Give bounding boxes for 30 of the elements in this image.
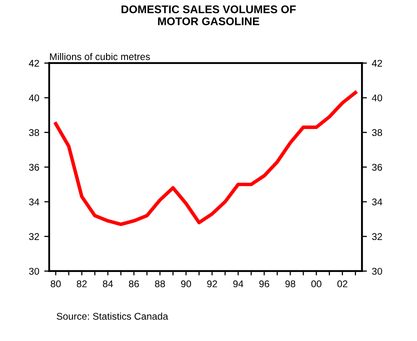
x-tick-label: 96 [259,280,270,288]
y2-tick-label: 30 [372,268,382,275]
y-tick-label: 40 [28,94,40,102]
y-tick-label: 32 [29,233,39,240]
x-tick-label: 98 [285,280,296,288]
chart-title: DOMESTIC SALES VOLUMES OF MOTOR GASOLINE [122,5,296,26]
x-tick-label: 84 [102,280,113,288]
x-tick-label: 02 [337,280,348,288]
x-tick-label: 88 [154,280,165,288]
y2-tick-label: 42 [372,60,382,67]
y2-tick-label: 32 [372,233,382,240]
x-tick-label: 82 [76,280,87,288]
x-tick-label: 92 [207,280,218,288]
x-tick-label: 94 [233,280,244,288]
y2-tick-label: 40 [372,94,382,102]
line-series [54,90,358,226]
y-axis-title: Millions of cubic metres [50,52,150,60]
y-tick-label: 34 [29,198,40,206]
x-tick-label: 86 [128,280,139,288]
x-tick-label: 00 [311,280,322,288]
y2-tick-label: 38 [372,129,382,136]
y-tick-label: 42 [28,60,39,67]
x-tick-label: 80 [50,280,61,288]
y-tick-label: 36 [29,164,40,171]
y-tick-label: 30 [29,268,40,275]
source-note: Source: Statistics Canada [56,312,168,320]
y-tick-label: 38 [29,129,40,136]
y2-tick-label: 36 [372,164,382,171]
y2-tick-label: 34 [372,198,382,206]
x-tick-label: 90 [181,280,192,288]
